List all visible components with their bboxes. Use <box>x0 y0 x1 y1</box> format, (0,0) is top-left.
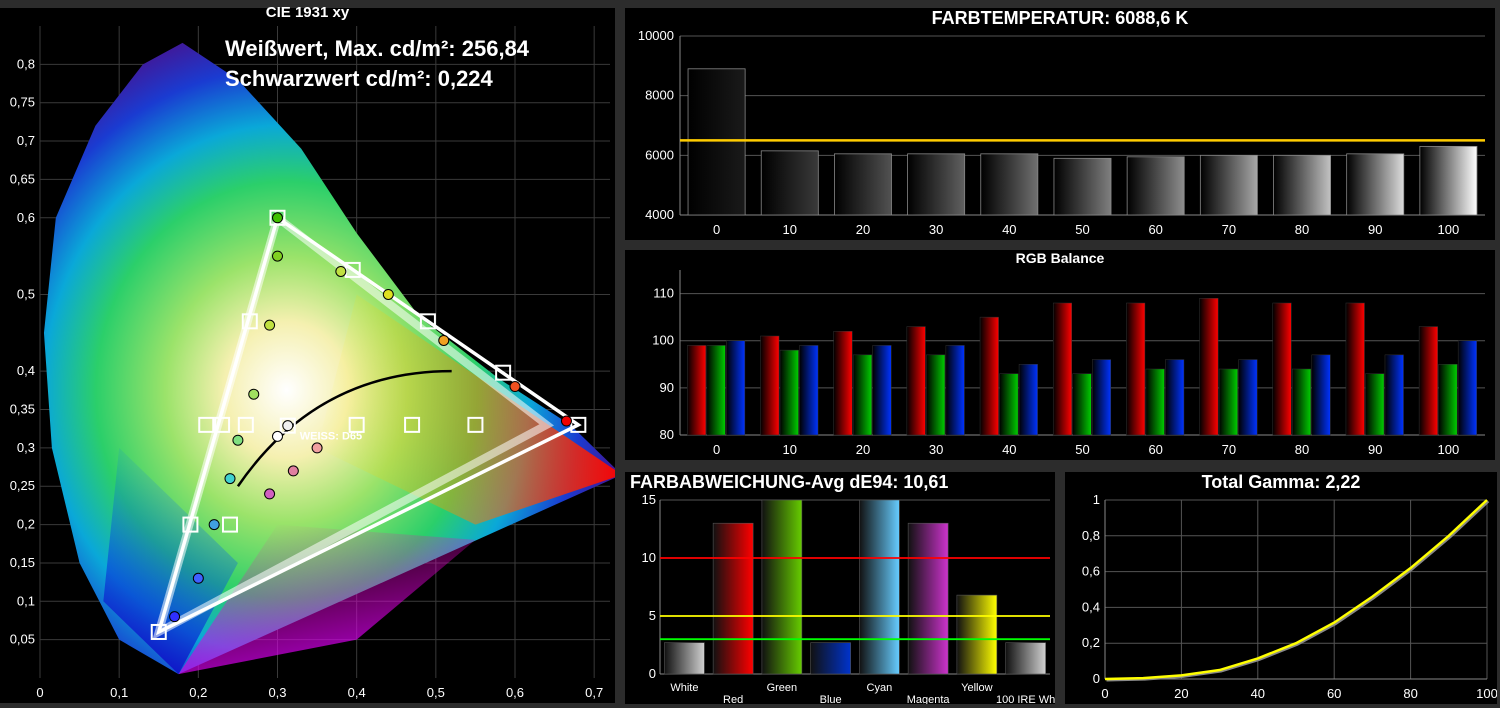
svg-text:15: 15 <box>642 492 656 507</box>
cie-chart: 0 0,1 0,2 0,3 0,4 0,5 0,6 0,7 0,05 0,1 0,15 0,2 0,25… <box>0 8 615 703</box>
svg-text:0,4: 0,4 <box>348 685 366 700</box>
svg-text:0: 0 <box>1101 686 1108 701</box>
svg-text:0,3: 0,3 <box>17 440 35 455</box>
svg-text:20: 20 <box>856 222 870 237</box>
svg-text:0,4: 0,4 <box>1082 599 1100 614</box>
svg-text:100: 100 <box>652 333 674 348</box>
svg-text:50: 50 <box>1075 222 1089 237</box>
svg-text:0: 0 <box>36 685 43 700</box>
white-value-label: Weißwert, Max. cd/m²: 256,84 <box>225 36 529 62</box>
svg-text:80: 80 <box>1295 442 1309 457</box>
svg-text:6000: 6000 <box>645 147 674 162</box>
svg-text:100: 100 <box>1438 222 1460 237</box>
svg-text:0,6: 0,6 <box>1082 564 1100 579</box>
svg-text:0,2: 0,2 <box>17 517 35 532</box>
svg-text:10: 10 <box>783 442 797 457</box>
rgb-chart: 80 90 100 110 0 10 20 30 40 50 60 70 80 90 100 <box>625 250 1495 460</box>
svg-text:0,7: 0,7 <box>585 685 603 700</box>
svg-text:10: 10 <box>642 550 656 565</box>
colortemp-chart: 4000 6000 8000 10000 0 10 20 30 40 50 60 70 80 90 100 <box>625 8 1495 240</box>
svg-text:0,2: 0,2 <box>1082 635 1100 650</box>
svg-text:0,65: 0,65 <box>10 171 35 186</box>
svg-text:0,2: 0,2 <box>189 685 207 700</box>
svg-text:Red: Red <box>723 694 743 704</box>
svg-text:Blue: Blue <box>820 694 842 704</box>
svg-text:100 IRE Wh: 100 IRE Wh <box>996 694 1055 704</box>
svg-text:20: 20 <box>1174 686 1188 701</box>
svg-text:50: 50 <box>1075 442 1089 457</box>
svg-text:0,15: 0,15 <box>10 555 35 570</box>
svg-text:10: 10 <box>783 222 797 237</box>
svg-text:0,35: 0,35 <box>10 402 35 417</box>
black-value-label: Schwarzwert cd/m²: 0,224 <box>225 66 493 92</box>
svg-text:100: 100 <box>1476 686 1497 701</box>
svg-text:0,7: 0,7 <box>17 133 35 148</box>
colortemp-panel: FARBTEMPERATUR: 6088,6 K 400060008000100… <box>625 8 1495 240</box>
svg-text:80: 80 <box>660 427 674 442</box>
svg-text:Cyan: Cyan <box>867 682 893 694</box>
svg-text:40: 40 <box>1251 686 1265 701</box>
svg-text:40: 40 <box>1002 442 1016 457</box>
svg-text:40: 40 <box>1002 222 1016 237</box>
svg-text:0,1: 0,1 <box>17 593 35 608</box>
svg-text:0,05: 0,05 <box>10 632 35 647</box>
svg-text:100: 100 <box>1438 442 1460 457</box>
svg-text:0: 0 <box>649 666 656 681</box>
svg-text:Yellow: Yellow <box>961 682 992 694</box>
svg-text:0,5: 0,5 <box>427 685 445 700</box>
svg-text:80: 80 <box>1295 222 1309 237</box>
rgb-panel: RGB Balance 8090100110010203040506070809… <box>625 250 1495 460</box>
svg-text:8000: 8000 <box>645 88 674 103</box>
svg-text:WEISS: D65: WEISS: D65 <box>300 431 362 443</box>
svg-text:0,6: 0,6 <box>17 210 35 225</box>
svg-text:0: 0 <box>1093 671 1100 686</box>
svg-text:10000: 10000 <box>638 28 674 43</box>
svg-text:90: 90 <box>1368 442 1382 457</box>
cie-panel: CIE 1931 xy 00,10,20,30,40,50,60,70,050,… <box>0 8 615 703</box>
svg-text:0,1: 0,1 <box>110 685 128 700</box>
svg-text:0,4: 0,4 <box>17 363 35 378</box>
svg-text:0,3: 0,3 <box>268 685 286 700</box>
svg-text:0,8: 0,8 <box>1082 528 1100 543</box>
gamma-panel: Total Gamma: 2,22 02040608010000,20,40,6… <box>1065 472 1497 704</box>
svg-text:60: 60 <box>1148 442 1162 457</box>
svg-text:60: 60 <box>1327 686 1341 701</box>
svg-text:0,6: 0,6 <box>506 685 524 700</box>
svg-text:White: White <box>670 682 698 694</box>
svg-text:0,75: 0,75 <box>10 95 35 110</box>
svg-text:5: 5 <box>649 608 656 623</box>
svg-text:30: 30 <box>929 442 943 457</box>
svg-text:0,5: 0,5 <box>17 286 35 301</box>
svg-text:70: 70 <box>1222 222 1236 237</box>
svg-text:Green: Green <box>767 682 798 694</box>
svg-text:60: 60 <box>1148 222 1162 237</box>
svg-text:90: 90 <box>660 380 674 395</box>
de94-panel: FARBABWEICHUNG-Avg dE94: 10,61 051015Whi… <box>625 472 1055 704</box>
svg-text:1: 1 <box>1093 492 1100 507</box>
svg-text:0,25: 0,25 <box>10 478 35 493</box>
svg-text:0: 0 <box>713 442 720 457</box>
svg-text:0: 0 <box>713 222 720 237</box>
svg-text:30: 30 <box>929 222 943 237</box>
svg-text:90: 90 <box>1368 222 1382 237</box>
svg-text:4000: 4000 <box>645 207 674 222</box>
de94-chart: 0 5 10 15 White Red Green Blue Cyan Magenta Yellow… <box>625 472 1055 704</box>
svg-text:110: 110 <box>653 286 674 301</box>
svg-text:80: 80 <box>1403 686 1417 701</box>
svg-text:70: 70 <box>1222 442 1236 457</box>
svg-text:0,8: 0,8 <box>17 56 35 71</box>
svg-text:Magenta: Magenta <box>907 694 951 704</box>
svg-text:20: 20 <box>856 442 870 457</box>
gamma-chart: 0 20 40 60 80 100 0 0,2 0,4 0,6 0,8 1 <box>1065 472 1497 704</box>
